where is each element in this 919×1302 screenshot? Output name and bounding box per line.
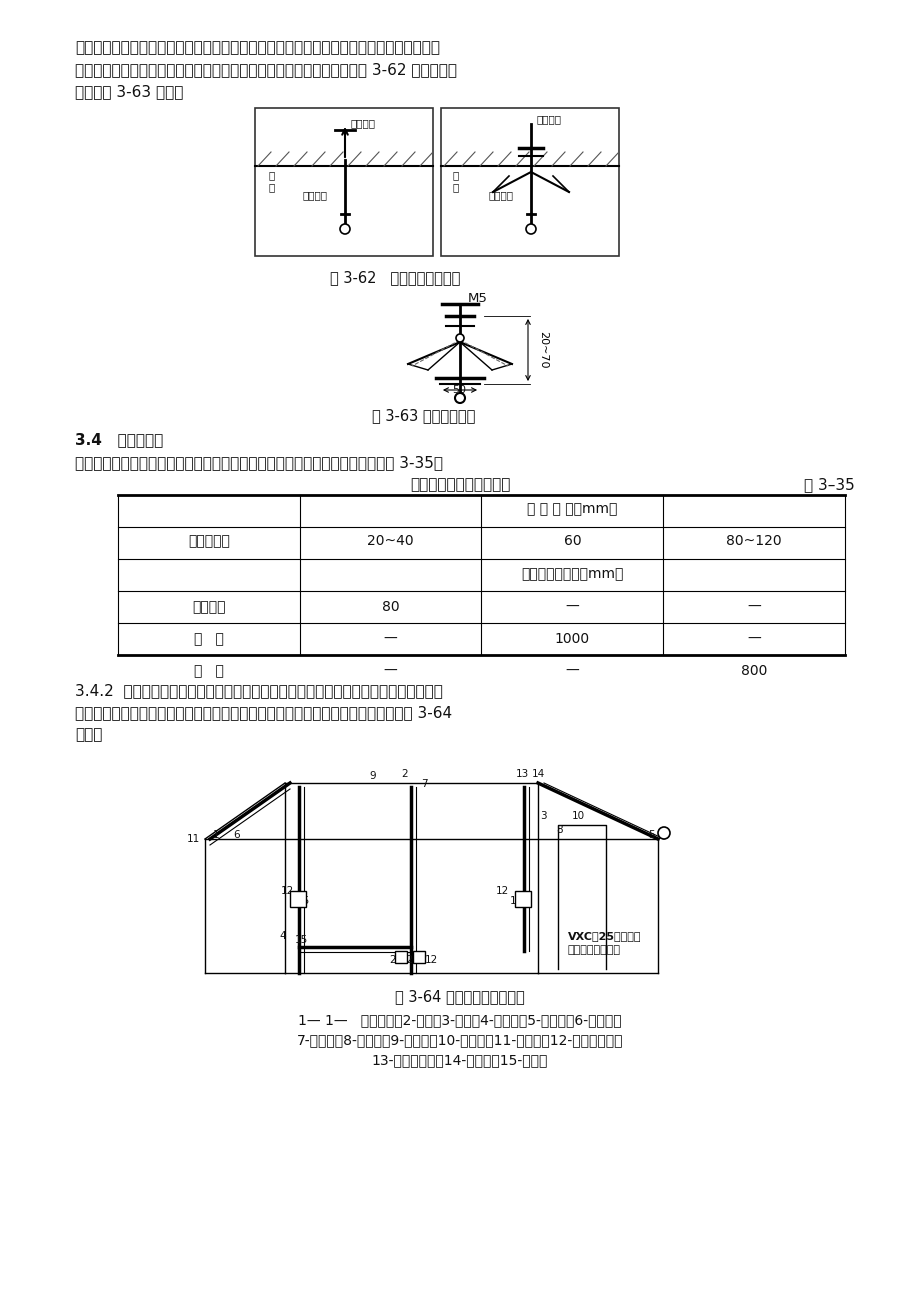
Circle shape: [456, 335, 463, 342]
Text: 13-灯头盒插口；14-灯头盒；15-接线盒: 13-灯头盒插口；14-灯头盒；15-接线盒: [371, 1053, 548, 1068]
Text: 明敷设安装示意图: 明敷设安装示意图: [567, 945, 620, 954]
Text: 双   列: 双 列: [194, 631, 223, 646]
Text: 5: 5: [647, 829, 654, 840]
Bar: [255, 108, 433, 256]
Text: 1— 1—   塑料线槽；2-阳角；3-阴角；4-直转有；5-平转角；6-平三通；: 1— 1— 塑料线槽；2-阳角；3-阴角；4-直转有；5-平转角；6-平三通；: [298, 1013, 621, 1027]
Text: 成: 成: [452, 182, 459, 191]
Text: 7: 7: [421, 779, 427, 789]
Text: —: —: [746, 631, 760, 646]
Text: 伞型螺栓: 伞型螺栓: [302, 190, 328, 201]
Circle shape: [340, 224, 349, 234]
Text: 料管。固定线槽时，应先固定两端再固定中间。伞型螺栓安装做法，见图 3-62 和伞型螺栓: 料管。固定线槽时，应先固定两端再固定中间。伞型螺栓安装做法，见图 3-62 和伞…: [75, 62, 457, 77]
Text: 伞型螺母: 伞型螺母: [537, 115, 562, 124]
Text: 1000: 1000: [554, 631, 589, 646]
Text: 双   列: 双 列: [194, 664, 223, 678]
Text: 9: 9: [369, 771, 375, 781]
Text: 所示。: 所示。: [75, 727, 102, 742]
Text: 固定点型式: 固定点型式: [187, 534, 230, 548]
Text: 4: 4: [278, 931, 285, 941]
Text: 伞型螺栓: 伞型螺栓: [489, 190, 514, 201]
Text: —: —: [565, 664, 579, 678]
Text: 固定点最大间距（mm）: 固定点最大间距（mm）: [521, 566, 623, 581]
Bar: [413, 950, 425, 963]
Text: 中心单列: 中心单列: [192, 600, 225, 615]
Text: —: —: [383, 664, 397, 678]
Text: 槽体固定点最大间距尺寸: 槽体固定点最大间距尺寸: [409, 477, 510, 492]
Text: 6: 6: [233, 829, 239, 840]
Text: 线槽及附件连接处应严密平整，无孔不入缝隙，紧贴建筑物固定点最大间距见表 3-35。: 线槽及附件连接处应严密平整，无孔不入缝隙，紧贴建筑物固定点最大间距见表 3-35…: [75, 454, 443, 470]
Text: 20~70: 20~70: [538, 331, 548, 368]
Text: 12: 12: [495, 885, 509, 896]
Text: 13: 13: [516, 769, 528, 779]
Text: 60: 60: [563, 534, 581, 548]
Text: 完: 完: [452, 171, 459, 180]
Text: 15: 15: [297, 896, 310, 906]
Text: 入: 入: [268, 182, 275, 191]
Text: 插: 插: [268, 171, 275, 180]
Circle shape: [657, 827, 669, 838]
Text: 10: 10: [572, 811, 584, 822]
Bar: [515, 891, 530, 907]
Text: 8: 8: [555, 825, 562, 835]
Text: 7-顶三通；8-连接头；9-右三角；10-左三通；11-终端头；12-接线盒插口；: 7-顶三通；8-连接头；9-右三角；10-左三通；11-终端头；12-接线盒插口…: [297, 1032, 622, 1047]
Text: 50: 50: [451, 385, 466, 395]
Bar: [394, 950, 406, 963]
Bar: [440, 108, 618, 256]
Text: —: —: [565, 600, 579, 615]
Text: 3: 3: [539, 811, 546, 822]
Text: 1: 1: [213, 829, 220, 840]
Text: 12: 12: [414, 954, 427, 965]
Circle shape: [455, 393, 464, 404]
Text: 图 3-64 塑料线槽安装示意图: 图 3-64 塑料线槽安装示意图: [394, 990, 525, 1004]
Text: 80: 80: [381, 600, 399, 615]
Text: VXC－25塑料线槽: VXC－25塑料线槽: [567, 931, 641, 941]
Text: 80~120: 80~120: [725, 534, 781, 548]
Text: 图 3-62   伞型螺栓安装做法: 图 3-62 伞型螺栓安装做法: [330, 270, 460, 285]
Bar: [289, 891, 306, 907]
Text: 3.4.2  线槽分支接头，线槽附件如直能，三能转角，接头，插口，盒，箱应采用相同材: 3.4.2 线槽分支接头，线槽附件如直能，三能转角，接头，插口，盒，箱应采用相同…: [75, 684, 442, 698]
Text: 2: 2: [389, 954, 395, 965]
Text: 伞型螺母: 伞型螺母: [351, 118, 376, 128]
Text: 构造见图 3-63 所示。: 构造见图 3-63 所示。: [75, 85, 183, 99]
Text: 20~40: 20~40: [367, 534, 414, 548]
Text: 槽 板 宽 度（mm）: 槽 板 宽 度（mm）: [527, 503, 617, 516]
Text: 3.4   线槽连接：: 3.4 线槽连接：: [75, 432, 163, 447]
Text: 11: 11: [187, 835, 200, 844]
Text: 2: 2: [401, 769, 407, 779]
Text: 14: 14: [531, 769, 545, 779]
Text: 12: 12: [401, 954, 414, 965]
Circle shape: [526, 224, 536, 234]
Text: —: —: [383, 631, 397, 646]
Text: 15: 15: [295, 935, 308, 945]
Text: 质的定型产品。槽底、槽盖与各种附件相对接时，接缝处应严实平整，固定牢固见图 3-64: 质的定型产品。槽底、槽盖与各种附件相对接时，接缝处应严实平整，固定牢固见图 3-…: [75, 704, 451, 720]
Text: M5: M5: [468, 292, 487, 305]
Text: 12: 12: [280, 885, 294, 896]
Text: 800: 800: [740, 664, 766, 678]
Text: 12: 12: [425, 954, 437, 965]
Text: 紧合拢插入孔中，待合拢伞叶自行张开后，再用螺母紧固即可，露出线槽内的部分应加套塑: 紧合拢插入孔中，待合拢伞叶自行张开后，再用螺母紧固即可，露出线槽内的部分应加套塑: [75, 40, 439, 55]
Text: —: —: [746, 600, 760, 615]
Text: 15: 15: [509, 896, 523, 906]
Text: 表 3–35: 表 3–35: [803, 477, 854, 492]
Text: 图 3-63 伞型螺栓构造: 图 3-63 伞型螺栓构造: [371, 408, 475, 423]
